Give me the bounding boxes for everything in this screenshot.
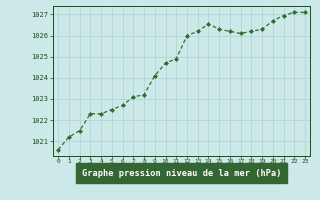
X-axis label: Graphe pression niveau de la mer (hPa): Graphe pression niveau de la mer (hPa) bbox=[82, 169, 281, 178]
